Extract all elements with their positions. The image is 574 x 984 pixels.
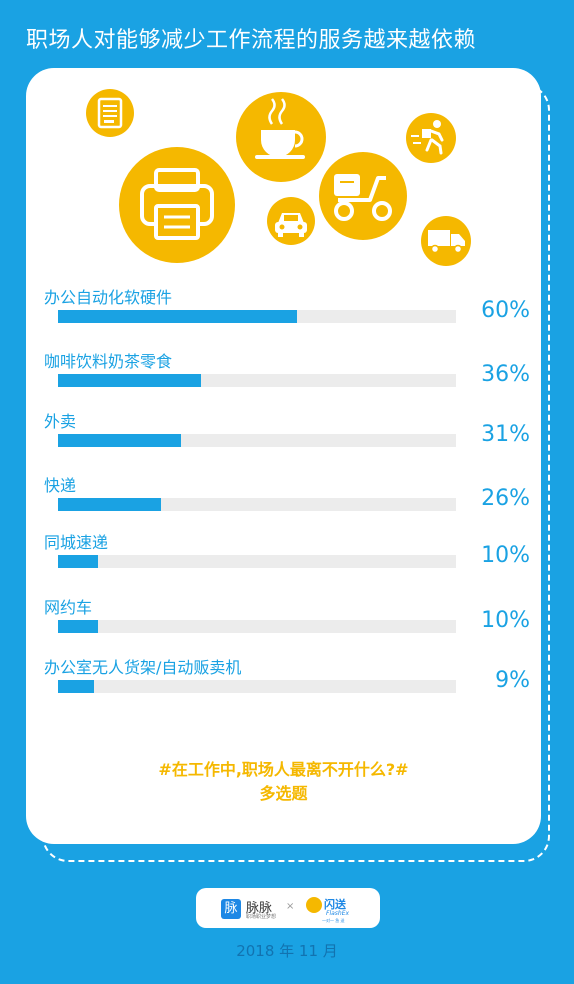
scooter-icon	[319, 152, 407, 240]
partner-logos: 脉 脉脉 职场职业梦想 × 闪送 FlashEx 一对一 急 送	[196, 888, 380, 928]
value-label: 10%	[481, 543, 530, 568]
bar	[58, 374, 202, 387]
vending-machine-icon	[86, 89, 134, 137]
maimai-logo-mark: 脉	[221, 899, 241, 919]
value-label: 26%	[481, 486, 530, 511]
bar	[58, 555, 98, 568]
bar	[58, 680, 94, 693]
value-label: 9%	[495, 668, 530, 693]
car-icon	[267, 197, 315, 245]
bar-row: 网约车 10%	[44, 594, 530, 654]
bar-track	[58, 555, 456, 568]
bar	[58, 310, 297, 323]
survey-type: 多选题	[259, 784, 308, 803]
flash-logo-icon	[306, 897, 322, 913]
bar-row: 咖啡饮料奶茶零食 36%	[44, 348, 530, 408]
bar-row: 快递 26%	[44, 472, 530, 532]
category-label: 外卖	[44, 412, 77, 431]
category-label: 网约车	[44, 598, 93, 617]
bar	[58, 620, 98, 633]
flash-logo-en: FlashEx	[326, 910, 350, 917]
survey-question: #在工作中,职场人最离不开什么?#	[158, 760, 409, 779]
icon-cluster	[86, 89, 471, 266]
bar-track	[58, 310, 456, 323]
bar-track	[58, 680, 456, 693]
value-label: 31%	[481, 422, 530, 447]
bar	[58, 498, 162, 511]
bar-track	[58, 498, 456, 511]
category-label: 咖啡饮料奶茶零食	[44, 352, 173, 371]
flash-slogan: 一对一 急 送	[322, 918, 345, 923]
survey-note: #在工作中,职场人最离不开什么?# 多选题	[26, 758, 541, 806]
truck-icon	[421, 216, 471, 266]
maimai-slogan: 职场职业梦想	[246, 914, 277, 920]
category-label: 同城速递	[44, 533, 109, 552]
logo-separator: ×	[286, 901, 295, 912]
delivery-runner-icon	[406, 113, 456, 163]
maimai-logo-name: 脉脉	[246, 901, 273, 916]
category-label: 办公自动化软硬件	[44, 288, 173, 307]
chart-card: 办公自动化软硬件 60% 咖啡饮料奶茶零食 36% 外卖 31% 快递 26% …	[26, 68, 541, 844]
bar	[58, 434, 182, 447]
bar-row: 办公室无人货架/自动贩卖机 9%	[44, 654, 530, 714]
category-label: 办公室无人货架/自动贩卖机	[44, 658, 242, 677]
bar-track	[58, 434, 456, 447]
value-label: 36%	[481, 362, 530, 387]
category-label: 快递	[44, 476, 77, 495]
printer-icon	[119, 147, 235, 263]
bar-row: 同城速递 10%	[44, 529, 530, 589]
value-label: 60%	[481, 298, 530, 323]
bar-row: 外卖 31%	[44, 408, 530, 468]
bar-row: 办公自动化软硬件 60%	[44, 284, 530, 344]
coffee-cup-icon	[236, 92, 326, 182]
flash-logo-name: 闪送	[324, 898, 346, 911]
page-title: 职场人对能够减少工作流程的服务越来越依赖	[26, 28, 477, 53]
value-label: 10%	[481, 608, 530, 633]
report-date: 2018 年 11 月	[236, 942, 338, 960]
bar-track	[58, 620, 456, 633]
bar-track	[58, 374, 456, 387]
